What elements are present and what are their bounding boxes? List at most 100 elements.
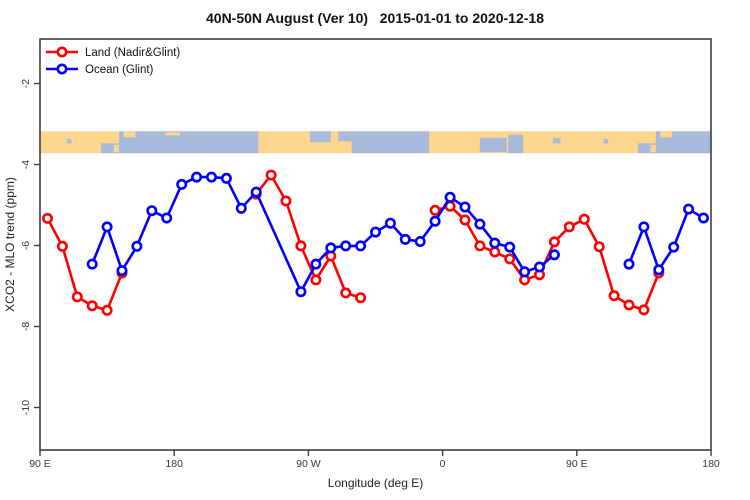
x-axis-label: Longitude (deg E): [328, 476, 423, 490]
data-point-marker: [310, 258, 322, 270]
data-point-marker: [474, 218, 486, 230]
series-ocean: [86, 171, 709, 298]
legend-label: Land (Nadir&Glint): [85, 47, 180, 59]
data-point-marker: [459, 201, 471, 213]
data-point-marker: [459, 214, 471, 226]
data-point-marker: [280, 195, 292, 207]
data-point-marker: [325, 242, 337, 254]
data-point-marker: [220, 172, 232, 184]
data-point-marker: [444, 191, 456, 203]
data-point-marker: [578, 213, 590, 225]
data-point-marker: [593, 241, 605, 253]
data-point-marker: [429, 204, 441, 216]
strip-ocean-area: [351, 131, 430, 154]
data-point-marker: [519, 266, 531, 278]
x-tick-label: 90 E: [566, 458, 588, 470]
strip-ocean-area: [637, 143, 656, 154]
data-point-marker: [668, 241, 680, 253]
data-point-marker: [429, 215, 441, 227]
strip-island: [650, 144, 656, 153]
strip-ocean-area: [338, 131, 352, 142]
data-point-marker: [250, 186, 262, 198]
data-point-marker: [295, 286, 307, 298]
data-point-marker: [384, 217, 396, 229]
data-point-marker: [101, 221, 113, 233]
legend-label: Ocean (Glint): [85, 64, 154, 76]
data-point-marker: [623, 258, 635, 270]
x-tick-label: 90 W: [296, 458, 321, 470]
series-line: [46, 217, 124, 312]
data-series: [41, 169, 709, 316]
legend-item: Ocean (Glint): [46, 63, 154, 76]
data-point-marker: [638, 304, 650, 316]
data-point-marker: [504, 253, 516, 265]
x-tick-label: 180: [165, 458, 183, 470]
data-point-marker: [489, 246, 501, 258]
series-line: [90, 175, 556, 294]
data-point-marker: [86, 258, 98, 270]
data-point-marker: [638, 221, 650, 233]
legend-item: Land (Nadir&Glint): [46, 46, 180, 59]
data-point-marker: [161, 212, 173, 224]
data-point-marker: [683, 203, 695, 215]
data-point-marker: [235, 202, 247, 214]
data-point-marker: [548, 249, 560, 261]
land-ocean-map-strip: [40, 131, 711, 154]
strip-island: [165, 132, 181, 136]
x-tick-label: 0: [440, 458, 446, 470]
legend: Land (Nadir&Glint) Ocean (Glint): [46, 46, 180, 76]
data-point-marker: [489, 237, 501, 249]
data-point-marker: [265, 169, 277, 181]
data-point-marker: [369, 226, 381, 238]
x-tick-label: 90 E: [29, 458, 51, 470]
x-tick-label: 180: [702, 458, 720, 470]
strip-ocean-area: [309, 131, 331, 143]
data-point-marker: [206, 171, 218, 183]
legend-marker-icon: [56, 46, 68, 58]
data-point-marker: [504, 241, 516, 253]
data-point-marker: [176, 178, 188, 190]
series-line: [627, 207, 705, 272]
plot-border: [39, 38, 712, 451]
y-tick-label: -4: [20, 160, 32, 169]
data-point-marker: [340, 287, 352, 299]
strip-ocean-area: [101, 143, 120, 154]
strip-island: [113, 144, 120, 153]
series-line: [434, 204, 661, 312]
data-point-marker: [340, 240, 352, 252]
data-point-marker: [295, 240, 307, 252]
chart-title: 40N-50N August (Ver 10) 2015-01-01 to 20…: [206, 10, 544, 26]
data-point-marker: [116, 265, 128, 277]
data-point-marker: [101, 304, 113, 316]
strip-ocean-area: [119, 131, 259, 154]
data-point-marker: [131, 240, 143, 252]
strip-island: [123, 131, 136, 138]
y-tick-label: -6: [20, 241, 32, 250]
strip-ocean-area: [552, 137, 561, 144]
data-point-marker: [146, 205, 158, 217]
data-point-marker: [310, 274, 322, 286]
data-point-marker: [414, 236, 426, 248]
data-point-marker: [41, 212, 53, 224]
strip-ocean-area: [479, 137, 507, 153]
data-point-marker: [653, 264, 665, 276]
data-point-marker: [623, 299, 635, 311]
y-tick-label: -2: [20, 79, 32, 88]
y-axis-label: XCO2 - MLO trend (ppm): [3, 177, 17, 312]
data-point-marker: [71, 291, 83, 303]
y-tick-label: -10: [20, 400, 32, 415]
data-point-marker: [563, 221, 575, 233]
data-point-marker: [191, 171, 203, 183]
strip-island: [660, 131, 673, 138]
axes: 90 E 180 90 W 0 90 E 180 -2 -4 -6 -8 -10: [20, 38, 720, 470]
strip-ocean-area: [603, 138, 609, 144]
data-point-marker: [399, 233, 411, 245]
data-point-marker: [548, 236, 560, 248]
strip-ocean-area: [508, 134, 524, 154]
strip-ocean-area: [66, 138, 72, 144]
y-tick-label: -8: [20, 322, 32, 331]
legend-marker-icon: [56, 63, 68, 75]
data-point-marker: [533, 261, 545, 273]
data-point-marker: [355, 292, 367, 304]
